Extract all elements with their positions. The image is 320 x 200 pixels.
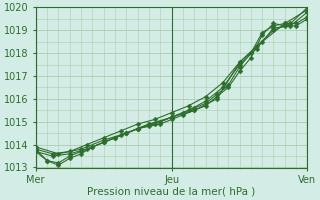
X-axis label: Pression niveau de la mer( hPa ): Pression niveau de la mer( hPa ) <box>87 187 256 197</box>
